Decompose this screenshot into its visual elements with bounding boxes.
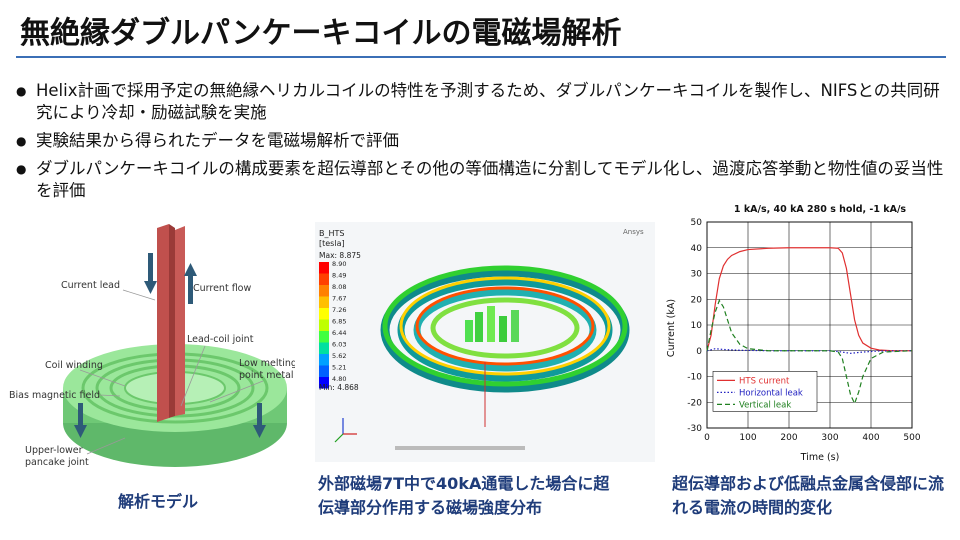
- bullet-item: ● 実験結果から得られたデータを電磁場解析で評価: [16, 131, 399, 150]
- x-tick-label: 0: [704, 433, 710, 443]
- legend-label: Vertical leak: [739, 400, 791, 410]
- axis-triad-icon: [334, 418, 357, 443]
- legend-value: 6.03: [332, 341, 346, 349]
- legend-label: HTS current: [739, 376, 790, 386]
- legend-color-bar: 8.90 8.49 8.08 7.67 7.26 6.85 6.44 6.03 5.62 5.21…: [319, 260, 346, 389]
- legend-value: 4.80: [332, 375, 346, 383]
- legend-value: 8.08: [332, 283, 346, 291]
- legend-label: Horizontal leak: [739, 388, 803, 398]
- label-coil-winding: Coil winding: [45, 360, 103, 371]
- legend-swatch: [319, 285, 329, 297]
- field-leads: [465, 306, 519, 342]
- bullet-item: ● ダブルパンケーキコイルの構成要素を超伝導部とその他の等価構造に分割してモデル化…: [16, 159, 944, 200]
- ansys-logo: Ansys: [623, 228, 644, 236]
- label-current-flow: Current flow: [193, 283, 251, 294]
- current-flow-arrows: [144, 253, 197, 304]
- x-tick-label: 200: [780, 433, 797, 443]
- current-lead: [175, 226, 185, 416]
- x-tick-label: 400: [862, 433, 879, 443]
- chart-xlabel: Time (s): [800, 452, 840, 463]
- chart-tick-labels: 0 100 200 300 400 500 -30 -20 -10 0 10 20 30 40 50: [687, 218, 921, 443]
- legend-swatch: [319, 262, 329, 274]
- y-tick-label: 0: [696, 347, 702, 357]
- y-tick-label: 20: [691, 295, 703, 305]
- legend-value: 7.26: [332, 306, 346, 314]
- label-upper-lower-2: pancake joint: [25, 457, 89, 468]
- label-current-lead: Current lead: [61, 280, 120, 291]
- legend-box: [712, 371, 818, 412]
- bullet-dot-icon: ●: [16, 84, 27, 98]
- legend-swatch: [319, 308, 329, 320]
- bullet-item: ● Helix計画で採用予定の無絶縁ヘリカルコイルの特性を予測するため、ダブルパン…: [16, 81, 940, 122]
- y-tick-label: -30: [687, 424, 702, 434]
- bullet-dot-icon: ●: [16, 162, 27, 176]
- legend-value: 5.62: [332, 352, 346, 360]
- x-tick-label: 500: [903, 433, 920, 443]
- title-divider: [16, 56, 946, 58]
- y-tick-label: 10: [691, 321, 703, 331]
- legend-swatch: [319, 296, 329, 308]
- series-line: [706, 299, 913, 406]
- y-tick-label: -10: [687, 373, 702, 383]
- bullet-list: ● Helix計画で採用予定の無絶縁ヘリカルコイルの特性を予測するため、ダブルパン…: [16, 80, 946, 208]
- chart-ylabel: Current (kA): [666, 299, 677, 357]
- legend-swatch: [319, 319, 329, 331]
- model-figure: Current lead Current flow Lead-coil join…: [5, 218, 297, 478]
- model-caption: 解析モデル: [118, 492, 199, 511]
- label-low-melting-1: Low melting: [239, 358, 295, 369]
- chart-legend: HTS current Horizontal leak Vertical leak: [712, 371, 818, 412]
- y-tick-label: -20: [687, 398, 702, 408]
- chart-caption: 超伝導部および低融点金属含侵部に流れる電流の時間的変化: [672, 474, 945, 517]
- legend-swatch: [319, 377, 329, 389]
- legend-title: B_HTS: [319, 229, 344, 238]
- x-tick-label: 100: [739, 433, 756, 443]
- current-lead: [157, 224, 169, 422]
- current-lead-side: [169, 224, 175, 418]
- slide-title: 無絶縁ダブルパンケーキコイルの電磁場解析: [20, 16, 622, 51]
- legend-unit: [tesla]: [319, 239, 345, 248]
- field-figure: B_HTS [tesla] Max: 8.875 8.90 8.49 8.08 7.6…: [315, 222, 655, 462]
- legend-swatch: [319, 342, 329, 354]
- label-upper-lower-1: Upper-lower: [25, 445, 83, 456]
- label-low-melting-2: point metal: [239, 370, 294, 381]
- label-bias-field: Bias magnetic field: [9, 390, 100, 401]
- legend-min: Min: 4.868: [319, 383, 359, 392]
- bias-field-arrows: [74, 403, 266, 438]
- legend-value: 7.67: [332, 295, 346, 303]
- field-caption: 外部磁場7T中で40kA通電した場合に超伝導部分作用する磁場強度分布: [318, 474, 610, 517]
- legend-max: Max: 8.875: [319, 251, 361, 260]
- legend-value: 8.49: [332, 272, 346, 280]
- scale-bar: [395, 446, 525, 450]
- hts-coil-rings: [380, 265, 630, 393]
- chart-title: 1 kA/s, 40 kA 280 s hold, -1 kA/s: [734, 204, 906, 215]
- current-chart: 1 kA/s, 40 kA 280 s hold, -1 kA/s 0 100 20…: [660, 198, 955, 466]
- series-line: [706, 247, 912, 352]
- y-tick-label: 40: [691, 244, 703, 254]
- legend-value: 6.44: [332, 329, 346, 337]
- bullet-dot-icon: ●: [16, 134, 27, 148]
- legend-swatch: [319, 331, 329, 343]
- label-lead-coil-joint: Lead-coil joint: [187, 334, 254, 345]
- y-tick-label: 50: [691, 218, 703, 228]
- x-tick-label: 300: [821, 433, 838, 443]
- legend-swatch: [319, 365, 329, 377]
- legend-swatch: [319, 354, 329, 366]
- legend-swatch: [319, 273, 329, 285]
- legend-value: 5.21: [332, 364, 346, 372]
- y-tick-label: 30: [691, 270, 703, 280]
- legend-value: 8.90: [332, 260, 346, 268]
- chart-series: [706, 247, 913, 406]
- legend-value: 6.85: [332, 318, 346, 326]
